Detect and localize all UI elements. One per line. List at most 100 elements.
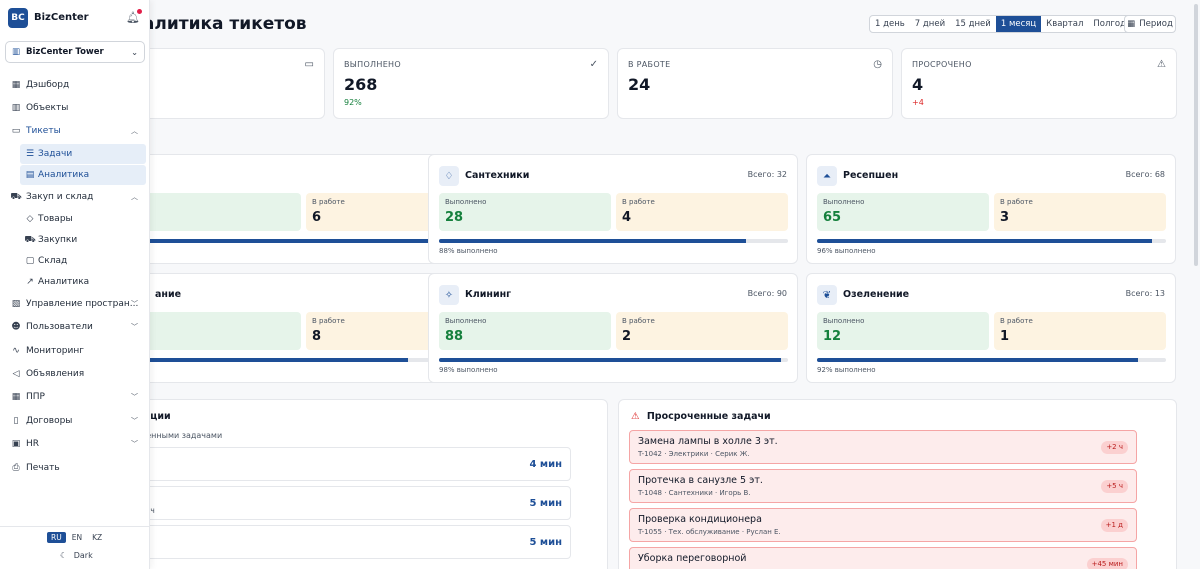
period-option[interactable]: 1 месяц <box>995 16 1042 32</box>
overdue-item[interactable]: Протечка в санузле 5 эт. T-1048 · Сантех… <box>629 469 1137 503</box>
building-selector[interactable]: ▥ BizCenter Tower ⌄ <box>5 41 145 63</box>
sidebar-item-label: Склад <box>38 256 68 266</box>
sidebar-item[interactable]: ▤ Аналитика <box>20 165 146 185</box>
overdue-item[interactable]: Уборка переговорной +45 мин <box>629 547 1137 569</box>
in-progress-value: 6 <box>312 210 322 225</box>
warning-icon: ⚠ <box>631 411 640 422</box>
done-label: Выполнено <box>823 317 865 325</box>
progress-bar <box>817 239 1166 243</box>
category-card: ♢ Сантехники Всего: 32 Выполнено 28 В работе 4… <box>428 154 798 264</box>
warning-icon: ⚠ <box>1157 59 1166 70</box>
stat-card-done: ВЫПОЛНЕНО 268 92% ✓ <box>333 48 609 119</box>
sidebar-item[interactable]: ↗ Аналитика <box>0 272 150 292</box>
overdue-item-title: Протечка в санузле 5 эт. <box>638 475 763 486</box>
period-option[interactable]: 7 дней <box>914 19 946 29</box>
sidebar-item[interactable]: ◁ Объявления <box>0 364 150 384</box>
overdue-title-row: ⚠ Просроченные задачи <box>631 411 771 422</box>
sidebar-item[interactable]: ⛟ Закупки <box>0 230 150 250</box>
period-button[interactable]: ▦ Период <box>1124 15 1176 33</box>
chevron-down-icon: ﹀ <box>131 323 138 331</box>
category-card: ⏶ Ресепшен Всего: 68 Выполнено 65 В работе 3 96… <box>806 154 1176 264</box>
chevron-down-icon: ﹀ <box>131 393 138 401</box>
category-name: Сантехники <box>465 170 530 181</box>
chevron-down-icon: ﹀ <box>131 440 138 448</box>
app-logo: BC <box>8 8 28 28</box>
progress-label: 88% выполнено <box>439 247 498 255</box>
grid-icon: ▦ <box>11 80 21 90</box>
in-progress-value: 4 <box>622 210 632 225</box>
chart-icon: ▤ <box>25 170 35 180</box>
period-option[interactable]: Полгода <box>1093 19 1132 29</box>
done-label: Выполнено <box>445 198 487 206</box>
overdue-item[interactable]: Проверка кондиционера T-1055 · Тех. обсл… <box>629 508 1137 542</box>
cart-icon: ⛟ <box>10 191 22 202</box>
period-option[interactable]: Квартал <box>1046 19 1084 29</box>
in-progress-label: В работе <box>312 198 345 206</box>
sidebar-item[interactable]: ◇ Товары <box>0 209 150 229</box>
category-name: ание <box>155 289 182 300</box>
folder-icon: ▧ <box>11 299 21 309</box>
sidebar-item[interactable]: ⛟ Закуп и склад ︿ <box>0 187 150 207</box>
stat-sub: 92% <box>344 98 362 107</box>
sidebar-item-label: Закуп и склад <box>26 192 94 202</box>
notification-bell-icon[interactable]: 🔔︎ <box>126 9 142 24</box>
category-name: Ресепшен <box>843 170 899 181</box>
reaction-row-value: 4 мин <box>529 459 562 470</box>
sidebar-item[interactable]: ▧ Управление простран... ﹀ <box>0 294 150 314</box>
in-progress-box: В работе 3 <box>994 193 1166 231</box>
page-scrollbar[interactable] <box>1194 4 1198 266</box>
reaction-row: адач 5 мин <box>127 486 571 520</box>
stat-label: В РАБОТЕ <box>628 60 671 69</box>
done-label: Выполнено <box>823 198 865 206</box>
sidebar-item-label: Печать <box>26 463 60 473</box>
page-title: Аналитика тикетов <box>118 14 307 34</box>
theme-toggle[interactable]: ☾ Dark <box>60 551 93 560</box>
chevron-down-icon: ⌄ <box>131 47 138 57</box>
sidebar-item[interactable]: ▣ HR ﹀ <box>0 434 150 454</box>
stat-sub: +4 <box>912 98 924 107</box>
cart-icon: ⛟ <box>24 234 36 245</box>
category-total: Всего: 68 <box>1125 170 1165 179</box>
overdue-item[interactable]: Замена лампы в холле 3 эт. T-1042 · Элек… <box>629 430 1137 464</box>
reaction-row-value: 5 мин <box>529 498 562 509</box>
trend-icon: ↗ <box>26 277 34 287</box>
reaction-row: ач 4 мин <box>127 447 571 481</box>
stat-card-total: ▭ <box>118 48 325 119</box>
language-option[interactable]: KZ <box>92 533 103 542</box>
category-total: Всего: 90 <box>747 289 787 298</box>
sidebar-item[interactable]: ☻ Пользователи ﹀ <box>0 317 150 337</box>
calendar-icon: ▦ <box>11 392 21 402</box>
sidebar-item[interactable]: ▭ Тикеты ︿ <box>0 121 150 141</box>
overdue-item-meta: T-1042 · Электрики · Серик Ж. <box>638 450 750 458</box>
sidebar-item-label: HR <box>26 439 40 449</box>
language-option[interactable]: EN <box>71 533 83 542</box>
overdue-badge: +2 ч <box>1101 441 1128 454</box>
sparkle-icon: ✧ <box>439 285 459 305</box>
sidebar-item-label: ППР <box>26 392 45 402</box>
pulse-icon: ∿ <box>12 346 20 356</box>
period-option[interactable]: 15 дней <box>955 19 991 29</box>
sidebar-item-label: Объекты <box>26 103 69 113</box>
in-progress-value: 2 <box>622 329 632 344</box>
overdue-item-meta: T-1055 · Тех. обслуживание · Руслан Е. <box>638 528 781 536</box>
period-option[interactable]: 1 день <box>875 19 905 29</box>
category-total: Всего: 32 <box>747 170 787 179</box>
ticket-icon: ▭ <box>304 59 314 70</box>
sidebar-item[interactable]: ▢ Склад <box>0 251 150 271</box>
sidebar-footer: RU EN KZ ☾ Dark <box>0 526 150 569</box>
sidebar-item[interactable]: ⎙ Печать <box>0 458 150 478</box>
in-progress-box: В работе 2 <box>616 312 788 350</box>
sidebar-item[interactable]: ▦ Дэшборд <box>0 75 150 95</box>
sidebar-item[interactable]: ☰ Задачи <box>20 144 146 164</box>
sidebar-item[interactable]: ▦ ППР ﹀ <box>0 387 150 407</box>
progress-bar <box>129 358 478 362</box>
reaction-time-panel: еакции олненными задачами ач 4 мин адач … <box>118 399 608 569</box>
sidebar-item-label: Управление простран... <box>26 299 139 309</box>
sidebar-item[interactable]: ▯ Договоры ﹀ <box>0 411 150 431</box>
done-box: Выполнено 28 <box>439 193 611 231</box>
language-option[interactable]: RU <box>47 532 66 543</box>
sidebar-item[interactable]: ∿ Мониторинг <box>0 341 150 361</box>
category-name: Озеленение <box>843 289 910 300</box>
sidebar-item[interactable]: ▥ Объекты <box>0 98 150 118</box>
